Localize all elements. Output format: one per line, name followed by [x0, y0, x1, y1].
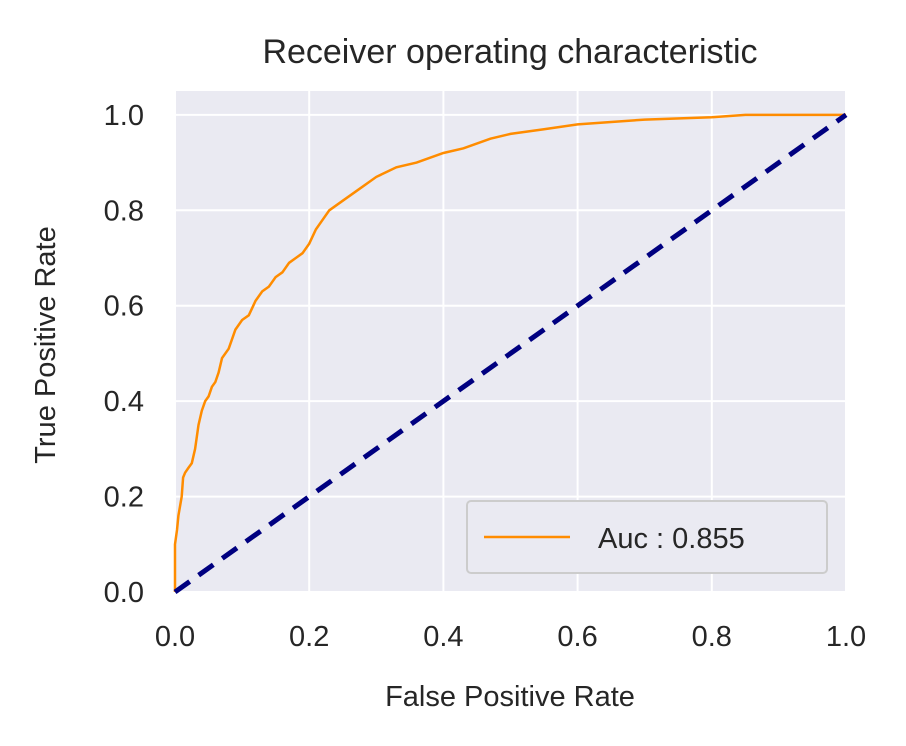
x-axis-label: False Positive Rate — [385, 681, 635, 713]
y-tick-label-4: 0.8 — [104, 195, 144, 227]
grid — [174, 91, 847, 593]
y-tick-label-5: 1.0 — [104, 100, 144, 132]
x-tick-label-4: 0.8 — [692, 621, 732, 653]
x-tick-label-2: 0.4 — [423, 621, 463, 653]
x-tick-label-3: 0.6 — [557, 621, 597, 653]
series-layer — [173, 112, 848, 595]
chart-title: Receiver operating characteristic — [262, 33, 757, 71]
y-tick-label-0: 0.0 — [104, 577, 144, 609]
legend: Auc : 0.855 — [466, 500, 828, 574]
y-tick-label-1: 0.2 — [104, 482, 144, 514]
y-tick-label-3: 0.6 — [104, 291, 144, 323]
y-tick-labels: 0.0 0.2 0.4 0.6 0.8 1.0 — [104, 100, 144, 609]
y-tick-label-2: 0.4 — [104, 386, 144, 418]
x-tick-label-0: 0.0 — [155, 621, 195, 653]
legend-box — [466, 500, 828, 574]
x-tick-label-1: 0.2 — [289, 621, 329, 653]
roc-curve — [173, 113, 846, 592]
diagonal-reference-line — [173, 112, 848, 595]
legend-label: Auc : 0.855 — [598, 523, 745, 555]
y-axis-label: True Positive Rate — [30, 226, 62, 463]
x-tick-labels: 0.0 0.2 0.4 0.6 0.8 1.0 — [155, 621, 866, 653]
x-tick-label-5: 1.0 — [826, 621, 866, 653]
